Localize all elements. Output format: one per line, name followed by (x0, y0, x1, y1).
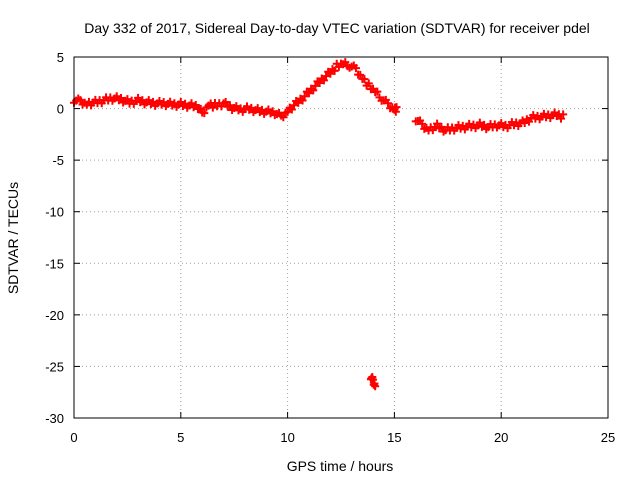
data-point (309, 86, 318, 95)
data-point (300, 92, 309, 101)
y-tick-label: 0 (57, 102, 64, 117)
data-point (200, 109, 209, 118)
x-tick-label: 15 (387, 430, 401, 445)
data-point (311, 81, 320, 90)
data-point (326, 69, 335, 78)
data-point (559, 110, 568, 119)
y-tick-label: -30 (45, 411, 64, 426)
data-point (294, 98, 303, 107)
data-point (123, 95, 132, 104)
data-point (418, 119, 427, 128)
data-point (351, 64, 360, 73)
data-point (364, 79, 373, 88)
data-point (383, 99, 392, 108)
data-point (360, 75, 369, 84)
data-point (330, 66, 339, 75)
data-point (283, 107, 292, 116)
data-point (319, 76, 328, 85)
x-tick-label: 25 (601, 430, 615, 445)
x-tick-label: 0 (70, 430, 77, 445)
data-point (287, 105, 296, 114)
data-point (290, 101, 299, 110)
data-point (298, 96, 307, 105)
x-axis-label: GPS time / hours (287, 458, 394, 474)
y-tick-label: -5 (52, 153, 64, 168)
data-point (232, 102, 241, 111)
data-point (371, 382, 380, 391)
x-tick-label: 5 (177, 430, 184, 445)
data-point (279, 113, 288, 122)
data-point (392, 103, 401, 112)
data-point (76, 96, 85, 105)
y-tick-label: -25 (45, 359, 64, 374)
data-point (373, 87, 382, 96)
data-point (315, 78, 324, 87)
chart-title: Day 332 of 2017, Sidereal Day-to-day VTE… (84, 20, 590, 36)
y-tick-label: -15 (45, 256, 64, 271)
data-point (341, 58, 350, 67)
data-point (322, 72, 331, 81)
data-points (70, 58, 568, 391)
data-point (208, 103, 217, 112)
x-tick-label: 10 (280, 430, 294, 445)
x-tick-label: 20 (494, 430, 508, 445)
data-point (475, 118, 484, 127)
data-point (116, 94, 125, 103)
y-axis-label: SDTVAR / TECUs (5, 182, 21, 294)
grid (74, 57, 608, 418)
y-tick-label: -20 (45, 308, 64, 323)
plot-frame (73, 56, 609, 419)
data-point (221, 97, 230, 106)
data-point (433, 119, 442, 128)
y-tick-label: 5 (57, 50, 64, 65)
data-point (557, 114, 566, 123)
y-tick-label: -10 (45, 205, 64, 220)
data-point (134, 93, 143, 102)
axis-ticks: 0 5 10 15 20 25 -30 -25 -20 -15 -10 -5 0 5 (45, 50, 615, 445)
data-point (304, 89, 313, 98)
